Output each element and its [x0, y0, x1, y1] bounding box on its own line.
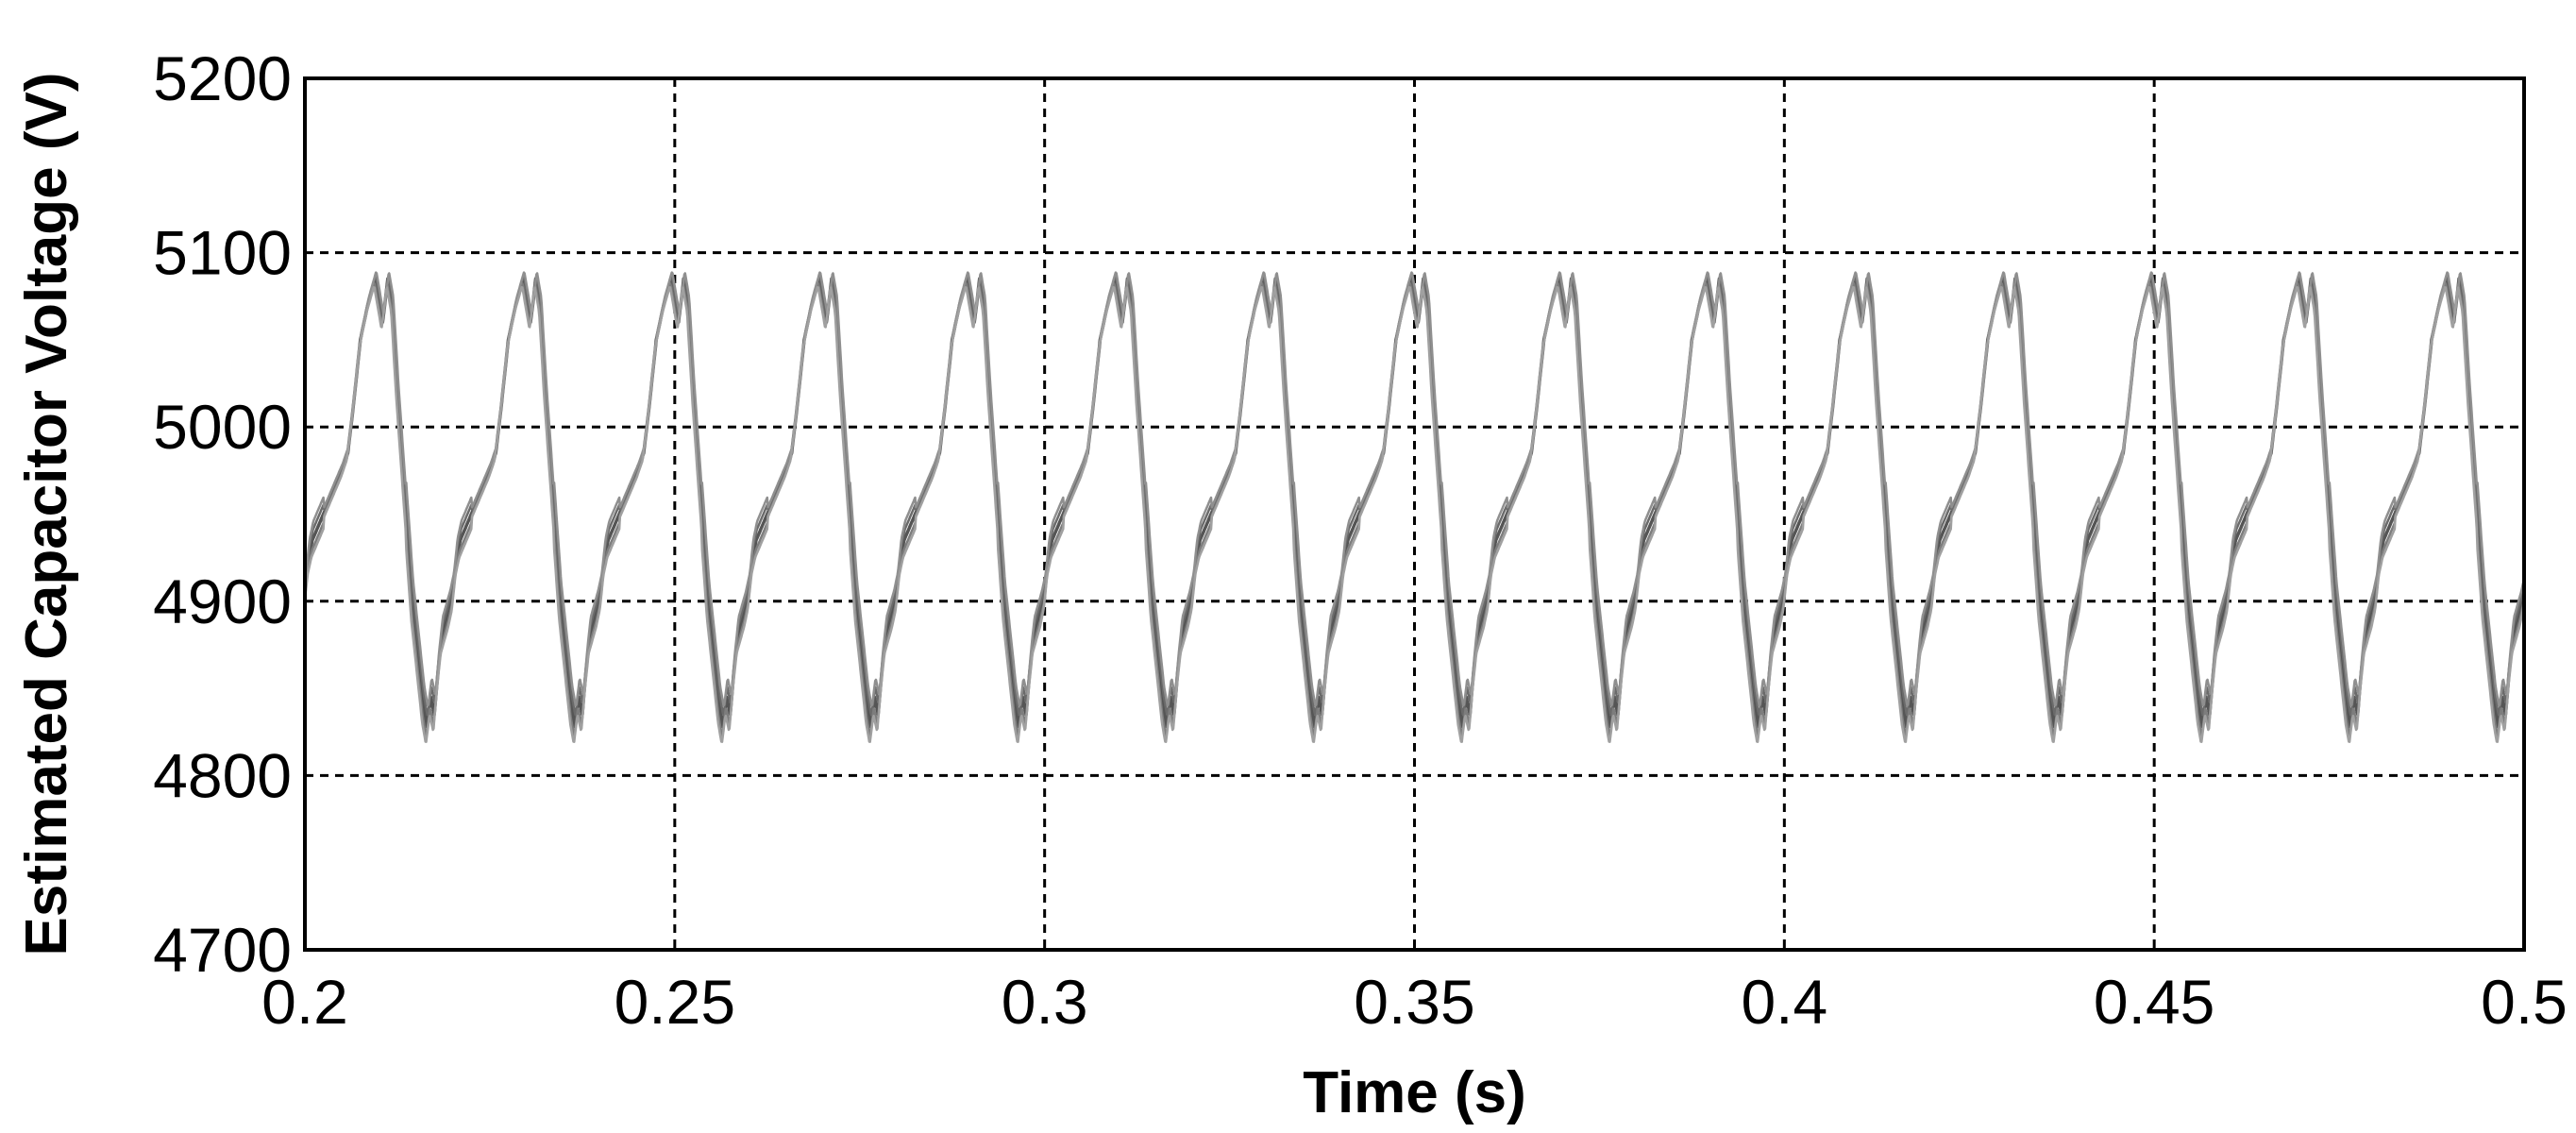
x-tick-label: 0.35	[1354, 967, 1474, 1037]
x-tick-label: 0.2	[261, 967, 348, 1037]
series-layer	[303, 271, 2526, 743]
y-tick-label: 5200	[153, 43, 292, 113]
series-line-5	[303, 286, 2526, 743]
y-tick-label: 5000	[153, 392, 292, 462]
x-tick-label: 0.25	[615, 967, 735, 1037]
x-tick-label: 0.5	[2481, 967, 2568, 1037]
y-tick-label: 4900	[153, 566, 292, 636]
y-axis-title: Estimated Capacitor Voltage (V)	[14, 73, 79, 956]
y-tick-label: 4800	[153, 740, 292, 810]
series-line-4	[303, 271, 2526, 707]
grid-layer	[305, 78, 2524, 950]
series-line-1	[303, 277, 2526, 729]
y-tick-label: 5100	[153, 218, 292, 288]
x-tick-label: 0.4	[1741, 967, 1827, 1037]
x-axis-title: Time (s)	[1303, 1060, 1526, 1125]
x-tick-label: 0.3	[1002, 967, 1088, 1037]
plot-frame	[303, 76, 2526, 952]
x-tick-label: 0.45	[2094, 967, 2214, 1037]
tick-layer: 0.2 0.25 0.3 0.35 0.4 0.45 0.5 4700 4800 4900 5000…	[153, 43, 2568, 1037]
y-tick-label: 4700	[153, 915, 292, 985]
